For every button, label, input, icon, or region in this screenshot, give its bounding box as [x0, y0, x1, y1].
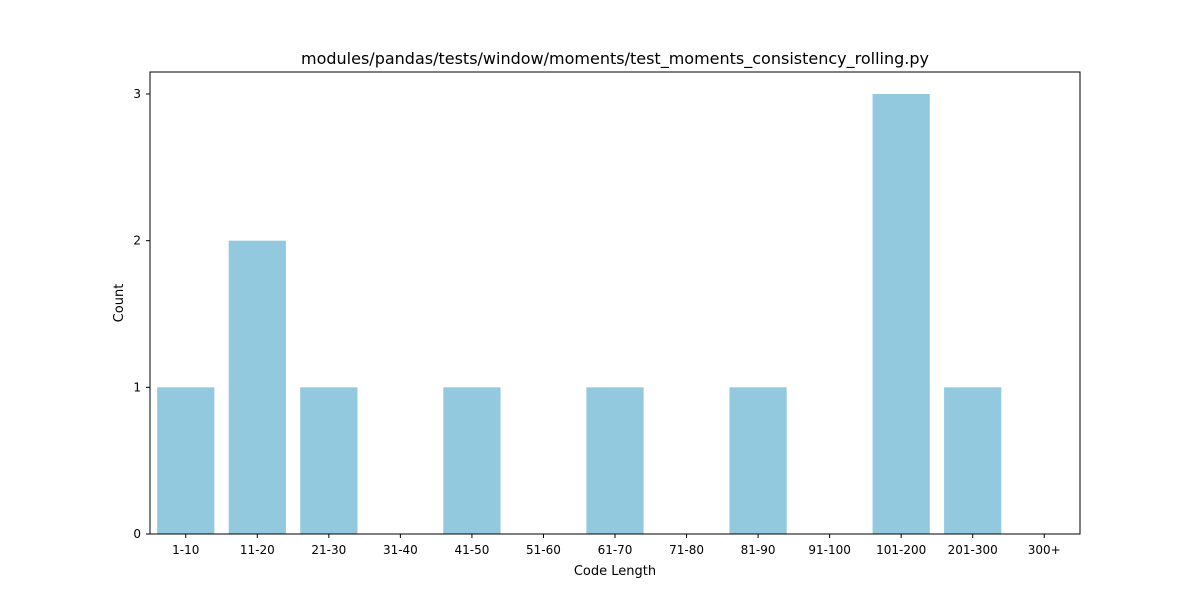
- x-tick-label: 91-100: [808, 543, 851, 557]
- y-axis-label: Count: [112, 284, 127, 323]
- x-tick-label: 41-50: [454, 543, 489, 557]
- bars-group: [157, 94, 1002, 535]
- bar-101-200: [872, 94, 930, 534]
- bar-11-20: [228, 240, 286, 535]
- x-tick-label: 1-10: [172, 543, 199, 557]
- y-tick-label: 0: [133, 527, 141, 541]
- bar-61-70: [586, 387, 644, 534]
- x-tick-label: 31-40: [383, 543, 418, 557]
- x-tick-label: 101-200: [876, 543, 926, 557]
- x-tick-label: 201-300: [948, 543, 998, 557]
- x-tick-label: 300+: [1028, 543, 1061, 557]
- x-tick-label: 21-30: [311, 543, 346, 557]
- y-tick-label: 1: [133, 380, 141, 394]
- x-tick-label: 11-20: [240, 543, 275, 557]
- bar-1-10: [157, 387, 215, 534]
- y-tick-label: 3: [133, 87, 141, 101]
- chart-title: modules/pandas/tests/window/moments/test…: [301, 49, 929, 69]
- x-tick-label: 81-90: [741, 543, 776, 557]
- x-tick-label: 51-60: [526, 543, 561, 557]
- bar-81-90: [729, 387, 787, 534]
- bar-201-300: [944, 387, 1002, 534]
- y-axis-ticks: 0 1 2 3: [133, 87, 150, 541]
- x-tick-label: 71-80: [669, 543, 704, 557]
- bar-21-30: [300, 387, 358, 534]
- y-tick-label: 2: [133, 234, 141, 248]
- x-tick-label: 61-70: [598, 543, 633, 557]
- bar-41-50: [443, 387, 501, 534]
- plot-area-frame: [149, 71, 1081, 535]
- x-axis-ticks: 1-10 11-20 21-30 31-40 41-50 51-60 61-70 71-80 8…: [172, 534, 1061, 557]
- x-axis-label: Code Length: [574, 564, 656, 579]
